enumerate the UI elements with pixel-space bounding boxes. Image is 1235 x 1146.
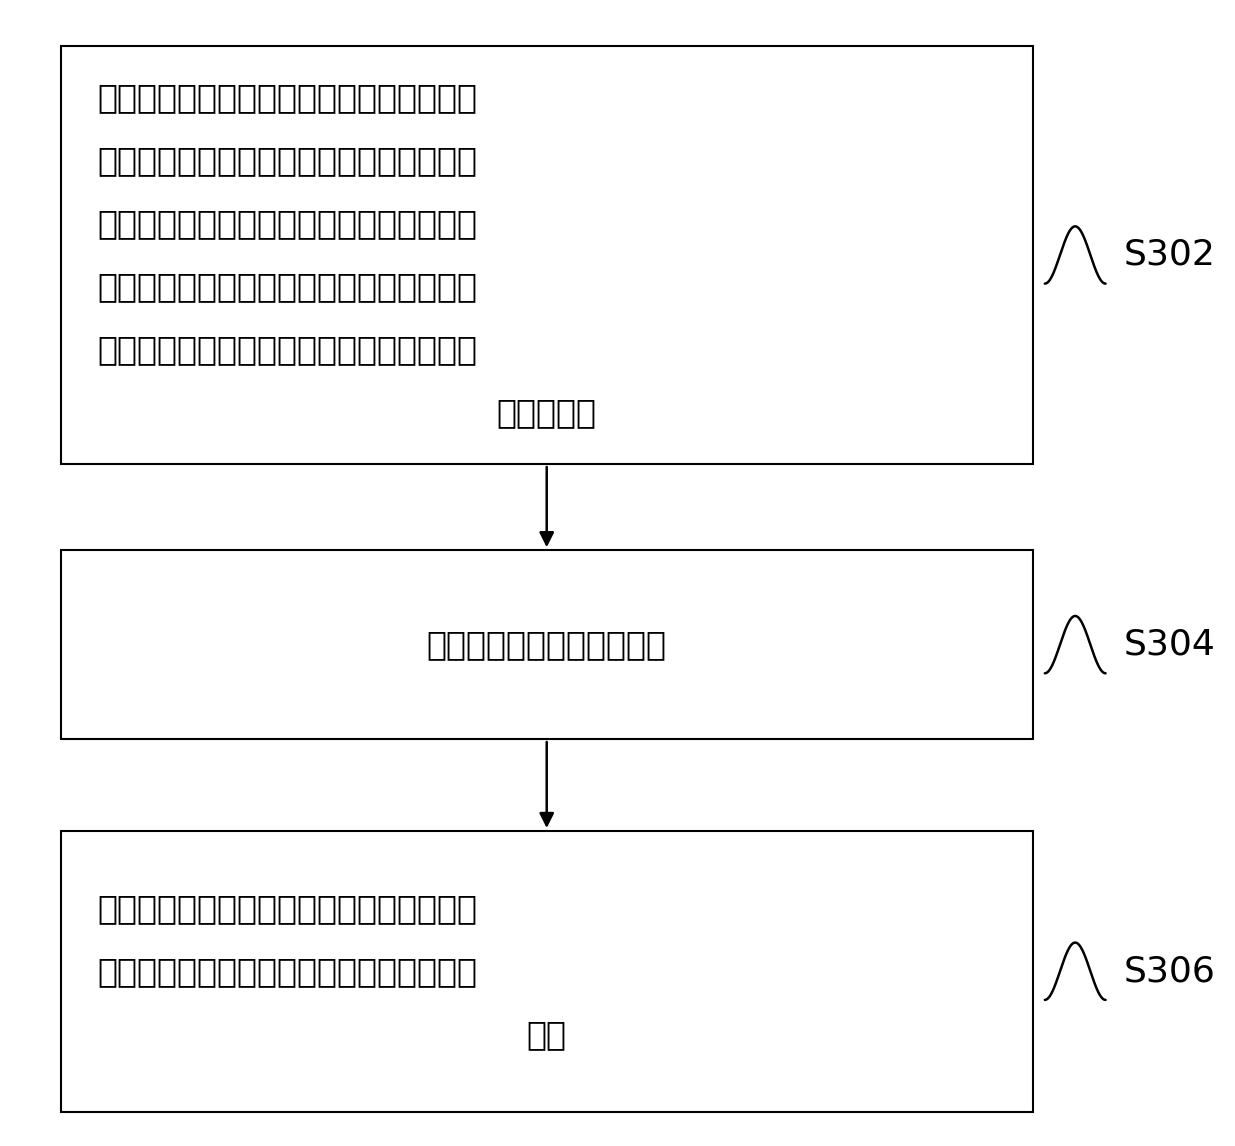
Text: 成的波形；批次电压包括：第一预设电压、: 成的波形；批次电压包括：第一预设电压、 [98, 207, 477, 240]
Text: 状态: 状态 [526, 1018, 567, 1051]
Text: 三预设电压: 三预设电压 [496, 397, 597, 429]
FancyBboxPatch shape [61, 550, 1032, 739]
Text: S304: S304 [1124, 628, 1215, 661]
FancyBboxPatch shape [61, 831, 1032, 1112]
Text: 获取输入导线前的模拟行波: 获取输入导线前的模拟行波 [427, 628, 667, 661]
Text: 通过测量终端将输入导线前的模拟行波与通: 通过测量终端将输入导线前的模拟行波与通 [98, 892, 477, 925]
Text: S306: S306 [1124, 955, 1215, 988]
FancyBboxPatch shape [61, 46, 1032, 464]
Text: 通过导线获取试验电压输出的模拟行波，其: 通过导线获取试验电压输出的模拟行波，其 [98, 81, 477, 113]
Text: 中，模拟行波包括：向导线施加批次电压形: 中，模拟行波包括：向导线施加批次电压形 [98, 144, 477, 176]
Text: 第二预设电压和第三预设电压，第一预设电: 第二预设电压和第三预设电压，第一预设电 [98, 270, 477, 303]
Text: 压小于第二预设电压，第二预设电压小于第: 压小于第二预设电压，第二预设电压小于第 [98, 333, 477, 366]
Text: 过导线获取的模拟行波进行比较，得到电场: 过导线获取的模拟行波进行比较，得到电场 [98, 955, 477, 988]
Text: S302: S302 [1124, 238, 1215, 272]
